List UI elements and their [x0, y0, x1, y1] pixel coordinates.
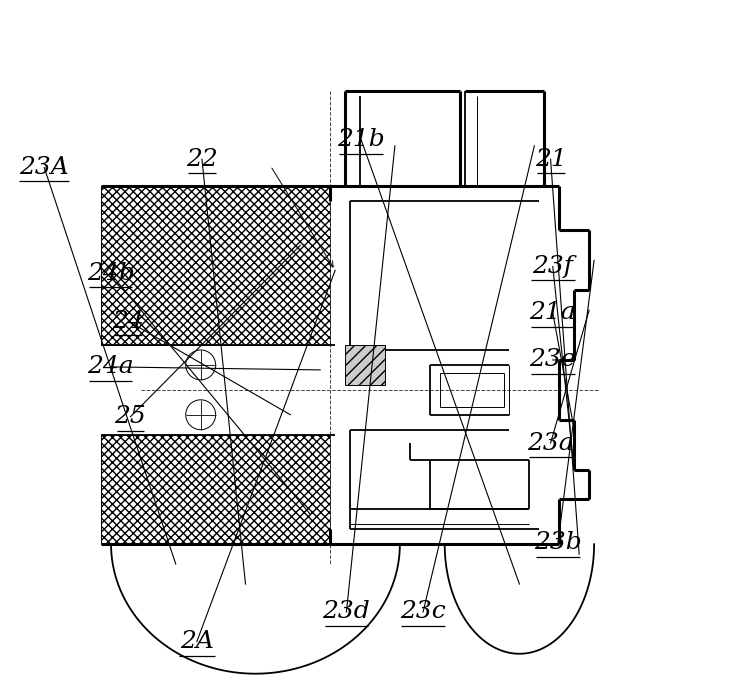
- Text: 23b: 23b: [534, 531, 582, 554]
- Text: 25: 25: [115, 405, 147, 428]
- Text: 2A: 2A: [180, 630, 214, 653]
- Text: 23f: 23f: [532, 255, 574, 278]
- Text: 23A: 23A: [19, 156, 69, 179]
- Text: 23c: 23c: [400, 600, 446, 623]
- Text: 21a: 21a: [530, 302, 576, 325]
- Bar: [101, 186, 330, 345]
- Text: 21: 21: [535, 148, 566, 171]
- Text: 21b: 21b: [337, 129, 385, 152]
- Text: 23a: 23a: [528, 432, 574, 455]
- Text: 24: 24: [112, 310, 144, 333]
- Polygon shape: [345, 345, 385, 385]
- Bar: [101, 434, 330, 544]
- Text: 22: 22: [186, 148, 218, 171]
- Text: 23d: 23d: [323, 600, 370, 623]
- Text: 24a: 24a: [87, 355, 134, 378]
- Text: 23e: 23e: [530, 348, 576, 371]
- Text: 24b: 24b: [87, 262, 135, 285]
